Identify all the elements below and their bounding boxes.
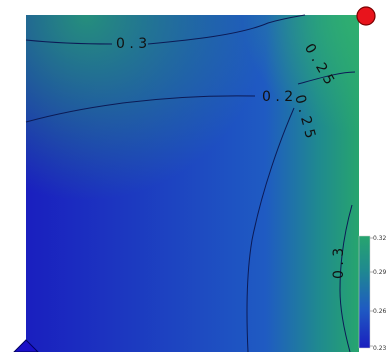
colorbar-tick-label: 0.26: [373, 308, 387, 315]
contour-line-middle-right: [297, 71, 356, 85]
contour-lines: [25, 14, 356, 352]
contour-line-top-left: [25, 39, 113, 45]
red-circle-marker: [356, 6, 376, 26]
contour-line-right: [339, 204, 353, 352]
contour-label: 0 . 2: [262, 89, 293, 105]
colorbar: 0.32 0.29 0.26 0.23: [358, 235, 387, 352]
colorbar-tick-label: 0.32: [373, 235, 387, 242]
colorbar-tick-label: 0.29: [373, 269, 387, 276]
contour-line-vertical: [246, 107, 295, 352]
blue-triangle-marker: [13, 339, 39, 352]
contour-label: 0 . 3: [116, 36, 147, 52]
colorbar-tick-label: 0.23: [373, 345, 387, 352]
contour-line-top-left-right: [147, 14, 306, 45]
contour-label: 0 . 3: [331, 248, 347, 279]
contour-line-middle-left: [25, 95, 256, 123]
heatmap-field: [26, 15, 359, 352]
colorbar-strip: [358, 235, 371, 349]
